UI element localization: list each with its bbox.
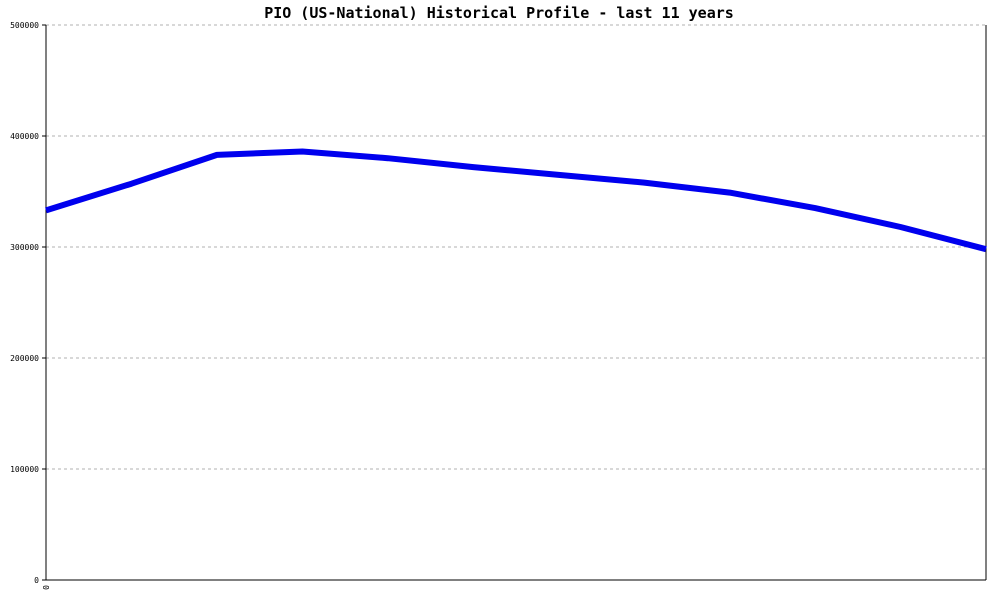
y-tick-label: 300000: [10, 243, 39, 252]
y-tick-label: 400000: [10, 132, 39, 141]
chart-title: PIO (US-National) Historical Profile - l…: [264, 4, 734, 22]
y-tick-label: 500000: [10, 21, 39, 30]
y-tick-labels: 0 100000 200000 300000 400000 500000: [10, 21, 39, 585]
series-line-0: [45, 148, 987, 253]
series-layer: [45, 148, 987, 253]
grid-lines: [46, 24, 986, 470]
y-tick-label: 200000: [10, 354, 39, 363]
x-tick-labels: 0: [42, 585, 51, 590]
axes: [42, 24, 987, 581]
y-tick-label: 0: [34, 576, 39, 585]
y-tick-label: 100000: [10, 465, 39, 474]
x-tick-label: 0: [42, 585, 51, 590]
